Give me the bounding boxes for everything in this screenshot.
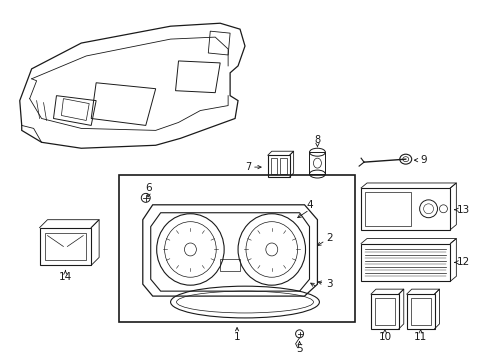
Text: 1: 1 — [233, 332, 240, 342]
Text: 11: 11 — [413, 332, 427, 342]
Text: 9: 9 — [419, 155, 426, 165]
Text: 2: 2 — [325, 233, 332, 243]
Bar — [119, 175, 354, 322]
Text: 12: 12 — [456, 257, 469, 267]
Text: 13: 13 — [456, 205, 469, 215]
Text: 5: 5 — [296, 344, 302, 354]
Text: 8: 8 — [314, 135, 320, 145]
Bar — [220, 260, 240, 271]
Text: 7: 7 — [244, 162, 250, 172]
Text: 14: 14 — [59, 272, 72, 282]
Text: 6: 6 — [145, 183, 152, 193]
Text: 3: 3 — [325, 279, 332, 289]
Text: 10: 10 — [378, 332, 391, 342]
Text: 4: 4 — [305, 200, 312, 210]
